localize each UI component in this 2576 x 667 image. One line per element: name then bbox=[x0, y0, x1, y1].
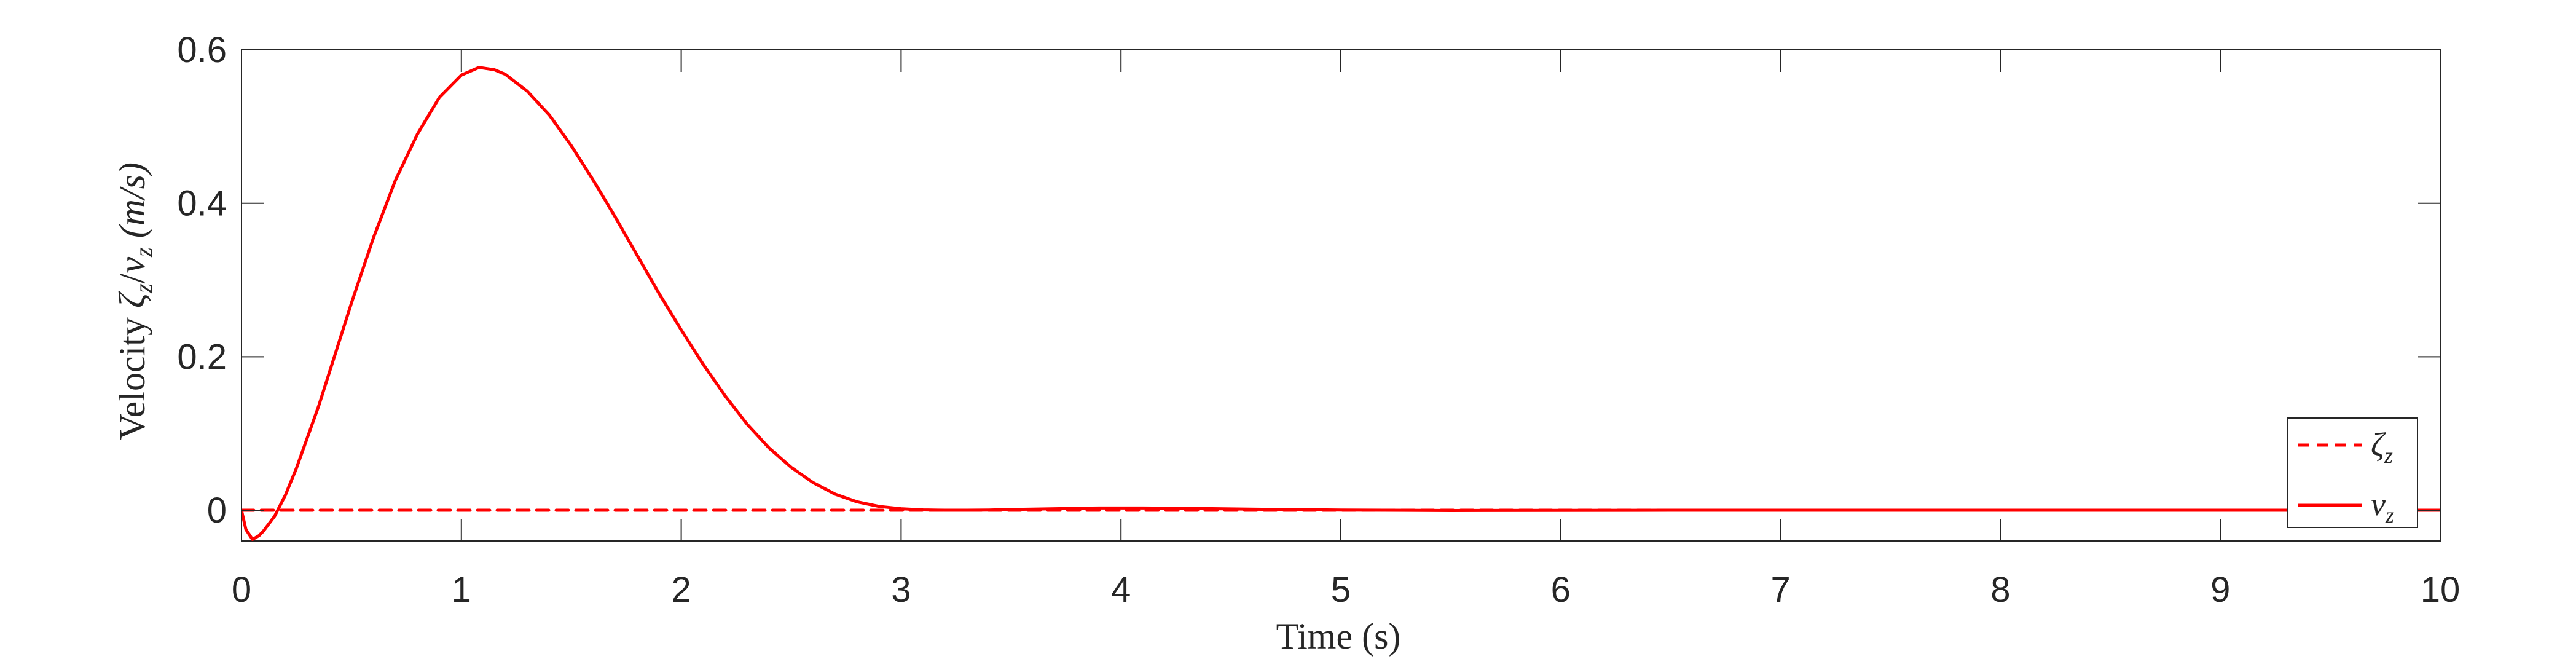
x-tick-label-0: 0 bbox=[232, 570, 251, 610]
y-tick-label-0.6: 0.6 bbox=[177, 30, 227, 70]
y-axis-label-subscript-2: z bbox=[130, 247, 157, 258]
legend: ζz vz bbox=[2287, 417, 2418, 528]
x-tick-label-1: 1 bbox=[452, 570, 471, 610]
x-axis-label-unit: (s) bbox=[1362, 616, 1400, 657]
y-axis-label-prefix: Velocity bbox=[112, 308, 152, 440]
x-tick-label-7: 7 bbox=[1770, 570, 1790, 610]
x-tick-label-9: 9 bbox=[2210, 570, 2230, 610]
x-tick-label-3: 3 bbox=[891, 570, 911, 610]
y-tick-label-0.2: 0.2 bbox=[177, 337, 227, 377]
plot-area bbox=[241, 49, 2441, 542]
x-tick-label-10: 10 bbox=[2421, 570, 2460, 610]
x-axis-label-prefix: Time bbox=[1276, 616, 1362, 657]
axis-ticks bbox=[241, 49, 2441, 541]
y-tick-label-0: 0 bbox=[207, 491, 227, 531]
x-tick-label-4: 4 bbox=[1111, 570, 1131, 610]
legend-symbol-zeta-z: ζ bbox=[2371, 426, 2386, 463]
y-axis-label-symbol-2: v bbox=[112, 257, 152, 274]
x-tick-label-8: 8 bbox=[1990, 570, 2010, 610]
x-tick-label-5: 5 bbox=[1331, 570, 1351, 610]
legend-box bbox=[2287, 417, 2418, 528]
series-line-v-z bbox=[242, 66, 2440, 541]
y-tick-label-0.4: 0.4 bbox=[177, 184, 227, 224]
tick-labels: 0 1 2 3 4 5 6 7 8 9 10 0 0.2 0.4 0.6 bbox=[177, 30, 2460, 610]
y-axis-label-symbol-1: ζ bbox=[112, 291, 152, 308]
legend-subscript-zeta-z: z bbox=[2384, 443, 2393, 468]
legend-symbol-v-z: v bbox=[2371, 486, 2386, 523]
x-tick-label-6: 6 bbox=[1551, 570, 1571, 610]
y-axis-label-slash: / bbox=[112, 273, 152, 283]
y-axis-label-subscript-1: z bbox=[130, 283, 157, 294]
x-axis-label: Time (s) bbox=[1276, 616, 1401, 657]
x-tick-label-2: 2 bbox=[671, 570, 691, 610]
series-lines bbox=[242, 66, 2440, 541]
y-axis-label: Velocity ζz/vz (m/s) bbox=[112, 162, 157, 440]
legend-label-zeta-z: ζz bbox=[2371, 426, 2393, 468]
legend-label-v-z: vz bbox=[2371, 486, 2394, 527]
legend-subscript-v-z: z bbox=[2385, 503, 2394, 527]
plot-frame bbox=[241, 49, 2441, 542]
y-axis-label-unit: (m/s) bbox=[112, 162, 152, 247]
